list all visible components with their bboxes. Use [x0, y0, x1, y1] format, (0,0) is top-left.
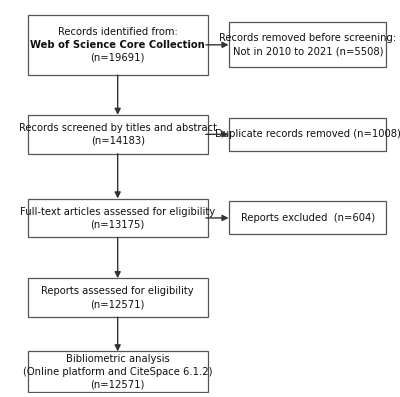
FancyBboxPatch shape: [28, 198, 208, 237]
Text: (n=14183): (n=14183): [91, 136, 145, 146]
Text: Records screened by titles and abstract: Records screened by titles and abstract: [19, 123, 217, 133]
FancyBboxPatch shape: [28, 15, 208, 75]
Text: Not in 2010 to 2021 (n=5508): Not in 2010 to 2021 (n=5508): [232, 46, 383, 56]
Text: Reports excluded  (n=604): Reports excluded (n=604): [241, 213, 375, 223]
Text: (Online platform and CiteSpace 6.1.2): (Online platform and CiteSpace 6.1.2): [23, 367, 212, 377]
FancyBboxPatch shape: [230, 23, 386, 67]
FancyBboxPatch shape: [28, 351, 208, 392]
Text: (n=12571): (n=12571): [90, 299, 145, 309]
FancyBboxPatch shape: [230, 118, 386, 151]
Text: Bibliometric analysis: Bibliometric analysis: [66, 354, 170, 364]
Text: (n=12571): (n=12571): [90, 380, 145, 389]
Text: (n=13175): (n=13175): [90, 220, 145, 229]
FancyBboxPatch shape: [28, 115, 208, 154]
Text: Full-text articles assessed for eligibility: Full-text articles assessed for eligibil…: [20, 206, 215, 216]
Text: Web of Science Core Collection: Web of Science Core Collection: [30, 40, 205, 50]
Text: (n=19691): (n=19691): [90, 53, 145, 63]
FancyBboxPatch shape: [230, 201, 386, 235]
FancyBboxPatch shape: [28, 278, 208, 317]
Text: Reports assessed for eligibility: Reports assessed for eligibility: [41, 286, 194, 296]
Text: Duplicate records removed (n=1008): Duplicate records removed (n=1008): [215, 129, 400, 139]
Text: Records identified from:: Records identified from:: [58, 27, 178, 37]
Text: Records removed before screening:: Records removed before screening:: [219, 33, 396, 43]
